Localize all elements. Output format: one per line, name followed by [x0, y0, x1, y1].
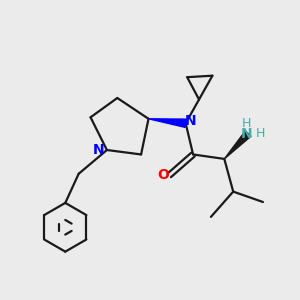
Text: N: N: [184, 114, 196, 128]
Text: H: H: [242, 117, 251, 130]
Polygon shape: [148, 119, 186, 128]
Polygon shape: [224, 131, 251, 159]
Text: N: N: [93, 143, 104, 157]
Text: H: H: [256, 127, 265, 140]
Text: O: O: [157, 168, 169, 182]
Text: N: N: [241, 127, 252, 141]
